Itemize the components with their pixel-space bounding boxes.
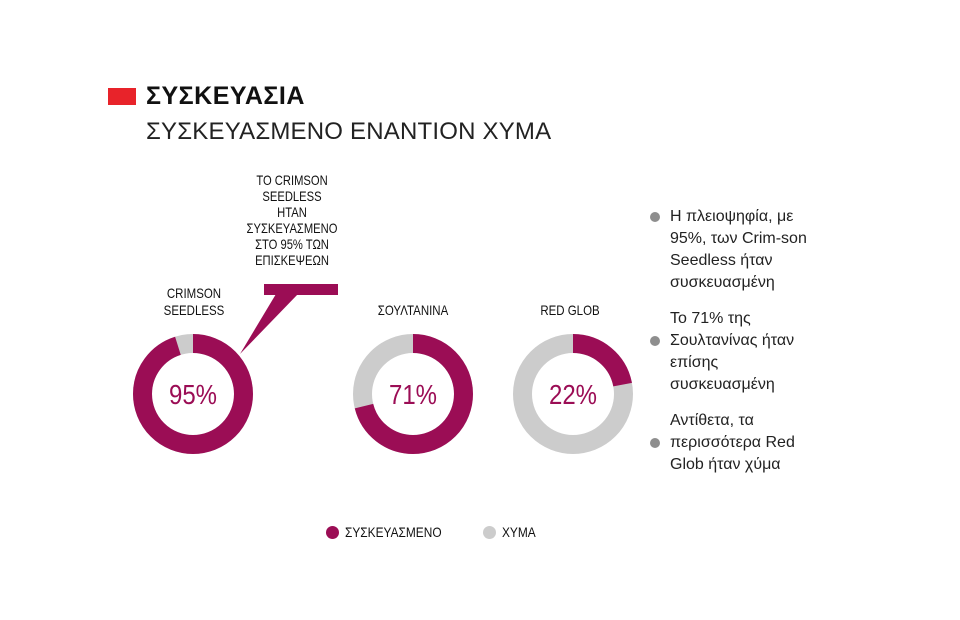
bullet-dot-icon <box>650 438 660 448</box>
donut-center-label: 95% <box>169 379 217 410</box>
bullet-dot-icon <box>650 212 660 222</box>
legend-item-bulk: ΧΥΜΑ <box>482 524 542 540</box>
callout-pointer <box>240 294 298 354</box>
legend-swatch-packaged <box>326 525 339 539</box>
legend-label: ΣΥΣΚΕΥΑΣΜΕΝΟ <box>345 524 442 540</box>
donut-slice-packaged <box>133 334 253 454</box>
chart-title: ΣΥΣΚΕΥΑΣΙΑ <box>146 82 305 110</box>
callout-line: ΗΤΑΝ <box>277 204 307 220</box>
category-label-line: SEEDLESS <box>163 302 225 318</box>
notes-panel: Η πλειοψηφία, με 95%, των Crim-son Seedl… <box>650 206 820 490</box>
category-label-line: CRIMSON <box>166 285 222 301</box>
donut-slice-packaged <box>513 334 633 454</box>
callout-line: ΣΥΣΚΕΥΑΣΜΕΝΟ <box>246 220 338 236</box>
legend-label: ΧΥΜΑ <box>501 524 536 540</box>
legend-item-packaged: ΣΥΣΚΕΥΑΣΜΕΝΟ <box>326 524 459 540</box>
note-text: Η πλειοψηφία, με 95%, των Crim-son Seedl… <box>670 208 807 291</box>
chart-legend: ΣΥΣΚΕΥΑΣΜΕΝΟ ΧΥΜΑ <box>326 524 565 540</box>
note-item: Αντίθετα, τα περισσότερα Red Glob ήταν χ… <box>650 410 820 476</box>
callout-line: ΕΠΙΣΚΕΨΕΩΝ <box>255 252 329 268</box>
bullet-dot-icon <box>650 336 660 346</box>
note-item: Η πλειοψηφία, με 95%, των Crim-son Seedl… <box>650 206 820 294</box>
callout-line: SEEDLESS <box>262 188 322 204</box>
category-label-crimson: CRIMSON SEEDLESS <box>150 285 239 319</box>
donut-center-label: 71% <box>389 379 437 410</box>
callout-line: ΣΤΟ 95% ΤΩΝ <box>255 236 329 252</box>
legend-swatch-bulk <box>482 525 496 539</box>
header-accent-marker <box>108 88 136 105</box>
callout-text: ΤΟ CRIMSON SEEDLESS ΗΤΑΝ ΣΥΣΚΕΥΑΣΜΕΝΟ ΣΤ… <box>236 172 348 268</box>
category-label-soultanina: ΣΟΥΛΤΑΝΙΝΑ <box>377 302 449 318</box>
donut-slice-packaged <box>353 334 473 454</box>
note-text: Αντίθετα, τα περισσότερα Red Glob ήταν χ… <box>670 412 795 473</box>
note-text: Το 71% της Σουλτανίνας ήταν επίσης συσκε… <box>670 310 795 393</box>
callout-line: ΤΟ CRIMSON <box>256 172 328 188</box>
category-label-red-glob: RED GLOB <box>540 302 600 318</box>
chart-subtitle: ΣΥΣΚΕΥΑΣΜΕΝΟ ΕΝΑΝΤΙΟΝ ΧΥΜΑ <box>146 118 552 145</box>
callout-box <box>264 284 338 295</box>
donut-center-label: 22% <box>549 379 597 410</box>
note-item: Το 71% της Σουλτανίνας ήταν επίσης συσκε… <box>650 308 820 396</box>
